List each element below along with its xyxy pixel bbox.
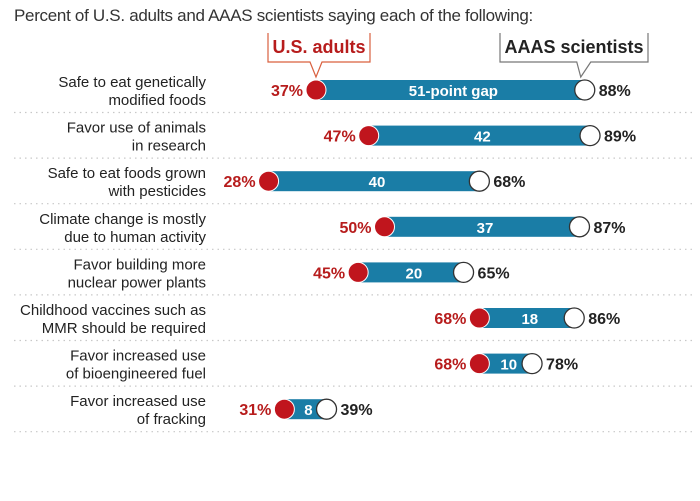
gap-bar <box>384 216 580 237</box>
scientists-point <box>568 216 591 238</box>
scientists-point <box>315 398 338 420</box>
us-adults-value: 68% <box>434 357 466 374</box>
gap-label: 37 <box>477 220 494 237</box>
gap-bar <box>315 80 585 100</box>
gap-bar <box>284 399 327 420</box>
gap-label: 51-point gap <box>409 83 498 100</box>
legend-callout-us-adults <box>267 33 371 79</box>
legend-callout-scientists <box>499 33 649 79</box>
us-adults-value: 47% <box>324 129 356 146</box>
scientists-value: 88% <box>599 83 631 100</box>
us-adults-point <box>305 79 327 101</box>
gap-bar <box>358 262 464 283</box>
scientists-value: 65% <box>478 265 510 282</box>
us-adults-point <box>468 307 490 329</box>
scientists-point <box>579 124 601 147</box>
scientists-point <box>521 352 543 375</box>
gap-label: 10 <box>500 357 517 374</box>
gap-label: 8 <box>304 402 312 419</box>
category-label-line1: Safe to eat genetically <box>58 74 206 91</box>
scientists-value: 39% <box>341 402 373 419</box>
category-label-line2: MMR should be required <box>42 320 206 337</box>
category-label-line2: with pesticides <box>107 183 206 200</box>
us-adults-value: 28% <box>224 174 256 191</box>
us-adults-point <box>358 125 380 147</box>
scientists-point <box>452 261 475 284</box>
category-label-line2: nuclear power plants <box>68 274 206 291</box>
category-label-line2: modified foods <box>108 92 206 109</box>
category-label-line1: Safe to eat foods grown <box>48 165 206 182</box>
category-label-line1: Childhood vaccines such as <box>20 302 206 319</box>
us-adults-value: 37% <box>271 83 303 100</box>
gap-bar <box>268 171 480 192</box>
category-label-line1: Favor building more <box>73 256 206 273</box>
scientists-value: 68% <box>493 174 525 191</box>
us-adults-point <box>273 398 295 420</box>
category-label-line2: of bioengineered fuel <box>66 366 206 383</box>
scientists-value: 86% <box>588 311 620 328</box>
gap-bar <box>479 353 533 374</box>
gap-label: 18 <box>521 311 538 328</box>
scientists-value: 89% <box>604 129 636 146</box>
us-adults-value: 50% <box>339 220 371 237</box>
legend-label-scientists: AAAS scientists <box>504 37 643 57</box>
us-adults-point <box>468 353 490 375</box>
category-label-line2: in research <box>132 138 206 155</box>
category-label-line1: Favor increased use <box>70 393 206 410</box>
gap-label: 40 <box>369 174 386 191</box>
scientists-value: 78% <box>546 357 578 374</box>
us-adults-value: 68% <box>434 311 466 328</box>
scientists-point <box>574 79 596 101</box>
gap-bar <box>368 125 591 146</box>
us-adults-point <box>347 261 369 283</box>
category-label-line2: due to human activity <box>64 229 206 246</box>
us-adults-value: 45% <box>313 265 345 282</box>
us-adults-value: 31% <box>239 402 271 419</box>
category-label-line1: Climate change is mostly <box>39 211 206 228</box>
us-adults-point <box>374 216 395 238</box>
gap-label: 20 <box>406 265 423 282</box>
scientists-value: 87% <box>593 220 625 237</box>
chart-title: Percent of U.S. adults and AAAS scientis… <box>14 6 533 25</box>
scientists-point <box>468 170 491 192</box>
legend-label-us-adults: U.S. adults <box>272 37 365 57</box>
scientists-point <box>563 307 585 329</box>
us-adults-point <box>258 170 280 192</box>
category-label-line2: of fracking <box>137 411 206 428</box>
gap-bar <box>479 308 575 328</box>
gap-label: 42 <box>474 129 491 146</box>
category-label-line1: Favor increased use <box>70 348 206 365</box>
category-label-line1: Favor use of animals <box>67 120 206 137</box>
